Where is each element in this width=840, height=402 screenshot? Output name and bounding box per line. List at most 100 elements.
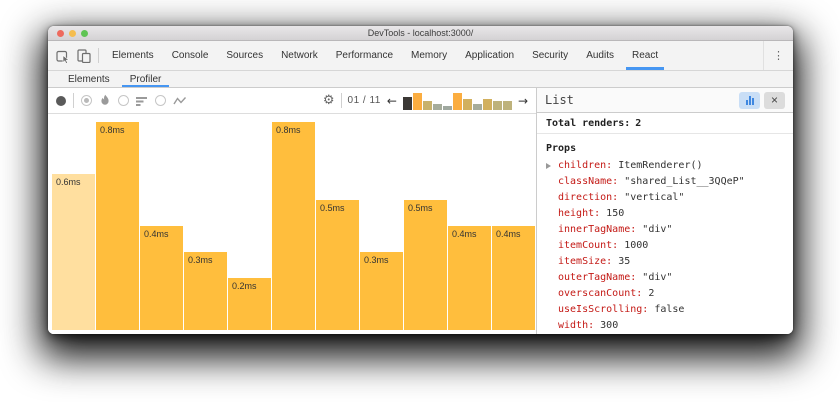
zoom-window-button[interactable] [81,29,88,37]
snapshot-strip-bar[interactable] [442,105,452,110]
prop-key: className: [558,176,625,187]
flame-bar-label: 0.4ms [452,229,477,239]
traffic-lights [57,29,88,37]
snapshot-strip-bar[interactable] [462,98,472,110]
tab-audits[interactable]: Audits [586,50,614,61]
prop-row[interactable]: itemCount: 1000 [546,238,784,254]
prop-row[interactable]: itemSize: 35 [546,254,784,270]
flame-bar-label: 0.4ms [496,229,521,239]
flame-chart: 0.6ms 0.8ms 0.4ms 0.3ms 0.2ms 0.8ms 0.5ms 0.3ms… [52,122,535,330]
toolbar-separator [98,48,99,63]
inspect-element-icon[interactable] [56,49,70,63]
prop-row[interactable]: height: 150 [546,206,784,222]
snapshot-strip-bar[interactable] [502,100,512,110]
prop-row[interactable]: innerTagName: "div" [546,222,784,238]
prop-row[interactable]: className: "shared_List__3QQeP" [546,174,784,190]
flame-bar-label: 0.8ms [276,125,301,135]
prop-row[interactable]: outerTagName: "div" [546,270,784,286]
window-title: DevTools - localhost:3000/ [367,27,474,38]
tab-network[interactable]: Network [281,50,318,61]
react-panel-tab-bar: Elements Profiler [48,71,793,88]
profiler-toolbar: ⚙ 01 / 11 ← → [48,88,536,114]
snapshot-strip-bar[interactable] [412,92,422,110]
flame-bar[interactable]: 0.3ms [360,252,403,330]
prop-value: "shared_List__3QQeP" [624,176,745,187]
prop-value: "div" [642,224,673,235]
flame-bar[interactable]: 0.8ms [96,122,139,330]
subtab-elements[interactable]: Elements [68,73,110,85]
next-snapshot-button[interactable]: → [517,93,528,108]
tab-sources[interactable]: Sources [226,50,264,61]
ranked-view-radio[interactable] [118,95,129,106]
tab-react[interactable]: React [623,41,667,70]
snapshot-strip-bar[interactable] [452,92,462,110]
window-titlebar[interactable]: DevTools - localhost:3000/ [48,26,793,41]
flame-bar[interactable]: 0.4ms [492,226,535,330]
tab-application[interactable]: Application [465,50,515,61]
snapshot-strip-bar[interactable] [402,96,412,110]
flame-bar[interactable]: 0.5ms [316,200,359,330]
tab-memory[interactable]: Memory [411,50,448,61]
tab-security[interactable]: Security [532,50,569,61]
snapshot-strip[interactable] [402,92,512,110]
expand-arrow-icon[interactable] [546,163,551,169]
prop-row[interactable]: direction: "vertical" [546,190,784,206]
devtools-tabs: Elements Console Sources Network Performance… [103,41,667,70]
props-list: children: ItemRenderer() className: "shar… [546,158,784,334]
flame-bar[interactable]: 0.4ms [140,226,183,330]
tab-elements[interactable]: Elements [112,50,154,61]
snapshot-navigation: ⚙ 01 / 11 ← → [323,92,528,110]
details-header-buttons: × [739,91,785,109]
prop-row[interactable]: width: 300 [546,318,784,334]
flame-bar-label: 0.3ms [364,255,389,265]
prop-row[interactable]: useIsScrolling: false [546,302,784,318]
prop-row[interactable]: overscanCount: 2 [546,286,784,302]
toolbar-separator [340,93,342,108]
props-heading: Props [546,143,577,154]
devtools-tab-bar: Elements Console Sources Network Performance… [48,41,793,71]
prop-value: 150 [606,208,625,219]
prev-snapshot-button[interactable]: ← [386,93,397,108]
total-renders-label: Total renders: [546,117,631,129]
flame-bar-label: 0.6ms [56,177,81,187]
flame-bar[interactable]: 0.8ms [272,122,315,330]
close-details-button[interactable]: × [764,91,785,109]
flame-bar[interactable]: 0.3ms [184,252,227,330]
settings-gear-icon[interactable]: ⚙ [322,93,335,108]
subtab-profiler[interactable]: Profiler [120,71,172,87]
interactions-view-radio[interactable] [155,95,166,106]
devtools-overflow-menu-icon[interactable]: ⋮ [763,41,793,70]
prop-key: height: [558,208,607,219]
prop-key: children: [558,160,619,171]
snapshot-strip-bar[interactable] [432,103,442,110]
prop-value: 35 [618,256,631,267]
prop-key: width: [558,320,601,331]
prop-key: itemCount: [558,240,625,251]
prop-value: ItemRenderer() [618,160,703,171]
snapshot-strip-bar[interactable] [492,100,502,110]
snapshot-strip-bar[interactable] [472,103,482,110]
snapshot-strip-bar[interactable] [482,98,492,110]
snapshot-strip-bar[interactable] [422,100,432,110]
flame-bar[interactable]: 0.2ms [228,278,271,330]
flame-bar[interactable]: 0.5ms [404,200,447,330]
tab-console[interactable]: Console [171,50,209,61]
props-section: Props children: ItemRenderer() className:… [537,134,793,334]
prop-row[interactable]: children: ItemRenderer() [546,158,784,174]
flame-bar[interactable]: 0.4ms [448,226,491,330]
record-button[interactable] [56,95,66,106]
flame-bar[interactable]: 0.6ms [52,174,95,330]
profiler-content: ⚙ 01 / 11 ← → 0.6ms 0.8ms 0.4ms 0.3ms 0.2ms 0… [48,88,793,334]
tab-performance[interactable]: Performance [335,50,394,61]
close-window-button[interactable] [57,29,64,37]
flamegraph-view-radio[interactable] [81,95,92,106]
view-component-chart-button[interactable] [739,91,760,109]
prop-key: overscanCount: [558,288,649,299]
flame-bar-label: 0.5ms [408,203,433,213]
prop-key: innerTagName: [558,224,643,235]
minimize-window-button[interactable] [69,29,76,37]
bar-chart-icon [745,95,754,105]
prop-key: useIsScrolling: [558,304,655,315]
device-toolbar-icon[interactable] [77,48,91,63]
